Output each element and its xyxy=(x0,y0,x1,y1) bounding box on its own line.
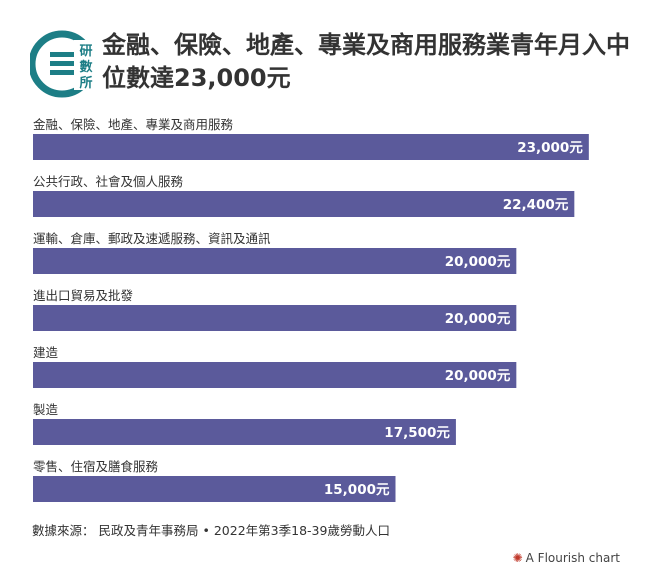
source-detail: 2022年第3季18-39歲勞動人口 xyxy=(213,523,390,538)
category-label: 金融、保險、地產、專業及商用服務 xyxy=(33,117,234,132)
bar[interactable] xyxy=(33,476,396,502)
bar[interactable] xyxy=(33,305,517,331)
logo-char-2: 數 xyxy=(79,59,92,75)
bar[interactable] xyxy=(33,191,575,217)
source-label: 數據來源： xyxy=(32,523,95,538)
logo-char-1: 研 xyxy=(79,44,92,59)
source-text: 民政及青年事務局 xyxy=(98,523,199,538)
flourish-logo-icon: ✺ xyxy=(512,551,523,565)
bar[interactable] xyxy=(33,134,589,160)
bar[interactable] xyxy=(33,248,517,274)
value-label: 20,000元 xyxy=(445,311,511,327)
source-note: 數據來源： 民政及青年事務局 • 2022年第3季18-39歲勞動人口 xyxy=(32,520,390,539)
category-label: 建造 xyxy=(33,345,59,360)
bar[interactable] xyxy=(33,362,517,388)
bar[interactable] xyxy=(33,419,456,445)
value-label: 20,000元 xyxy=(445,254,511,270)
category-label: 進出口貿易及批發 xyxy=(33,288,134,303)
value-label: 23,000元 xyxy=(517,140,583,156)
logo: 研 數 所 xyxy=(30,30,98,98)
category-label: 運輸、倉庫、郵政及速遞服務、資訊及通訊 xyxy=(33,231,271,246)
value-label: 17,500元 xyxy=(384,425,450,441)
source-separator: • xyxy=(202,523,210,538)
logo-char-3: 所 xyxy=(79,75,92,91)
value-label: 20,000元 xyxy=(445,368,511,384)
value-label: 22,400元 xyxy=(503,197,569,213)
value-label: 15,000元 xyxy=(324,482,390,498)
category-label: 公共行政、社會及個人服務 xyxy=(33,174,184,189)
category-label: 製造 xyxy=(33,402,59,417)
credit-text: A Flourish chart xyxy=(525,551,620,565)
flourish-credit[interactable]: ✺ A Flourish chart xyxy=(513,551,620,565)
chart-title: 金融、保險、地產、專業及商用服務業青年月入中位數達23,000元 xyxy=(102,31,630,92)
category-label: 零售、住宿及膳食服務 xyxy=(33,459,159,474)
